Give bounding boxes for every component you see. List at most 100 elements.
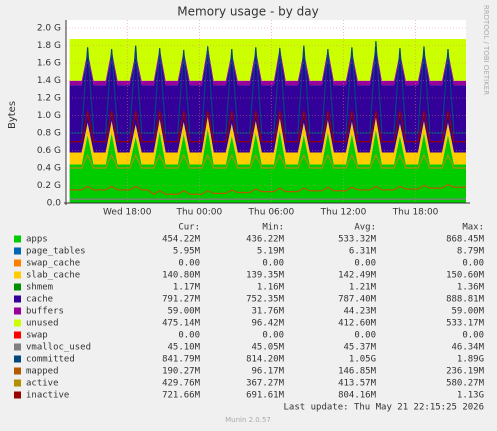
legend-stat: 0.00 [178,331,200,341]
legend-swatch [14,367,21,375]
legend-stat: 787.40M [338,295,377,305]
legend-stat: 804.16M [338,391,377,401]
legend-stat: 533.32M [338,235,377,245]
legend-stat: 1.05G [349,355,376,365]
y-tick-label: 1.8 G [37,41,61,51]
legend-stat: 150.60M [446,271,485,281]
legend-header: Min: [262,223,284,233]
legend-swatch [14,295,21,303]
legend-stat: 814.20M [246,355,285,365]
area [69,49,466,153]
legend-stat: 140.80M [162,271,201,281]
last-update: Last update: Thu May 21 22:15:25 2026 [284,403,484,413]
x-tick-label: Thu 18:00 [392,208,439,218]
plot [69,38,466,203]
legend-stat: 0.00 [354,259,376,269]
legend-stat: 5.95M [173,247,201,257]
legend-stat: 142.49M [338,271,377,281]
legend-stat: 1.89G [457,355,484,365]
line [69,111,466,143]
legend-stat: 412.60M [338,319,377,329]
legend-stat: 413.57M [338,379,377,389]
legend-swatch [14,331,21,339]
legend-stat: 45.05M [251,343,284,353]
legend-stat: 721.66M [162,391,201,401]
x-tick-label: Wed 18:00 [103,208,152,218]
legend-stat: 1.13G [457,391,484,401]
legend-stat: 96.42M [251,319,284,329]
legend-swatch [14,307,21,315]
y-tick-label: 0.0 [47,199,62,209]
legend-stat: 0.00 [462,259,484,269]
legend-stat: 8.79M [457,247,485,257]
legend-stat: 1.17M [173,283,201,293]
legend-header: Cur: [178,223,200,233]
legend-stat: 367.27M [246,379,285,389]
y-tick-label: 0.2 G [37,181,61,191]
legend-stat: 59.00M [167,307,200,317]
legend-label: mapped [26,367,59,377]
y-tick-label: 1.2 G [37,94,61,104]
legend-stat: 0.00 [462,331,484,341]
legend-label: active [26,379,59,389]
legend-stat: 31.76M [251,307,284,317]
line [69,183,466,195]
legend-swatch [14,319,21,327]
legend-stat: 429.76M [162,379,201,389]
legend-stat: 580.27M [446,379,485,389]
y-tick-label: 1.6 G [37,59,61,69]
legend-stat: 454.22M [162,235,201,245]
legend-stat: 868.45M [446,235,485,245]
area [69,38,466,81]
y-tick-label: 0.8 G [37,129,61,139]
legend-swatch [14,379,21,387]
legend-stat: 146.85M [338,367,377,377]
legend-stat: 45.37M [343,343,376,353]
legend-stat: 1.16M [257,283,285,293]
legend-stat: 45.10M [167,343,200,353]
legend-stat: 1.21M [349,283,377,293]
x-tick-label: Thu 06:00 [248,208,295,218]
legend-label: unused [26,319,59,329]
legend-swatch [14,355,21,363]
legend-stat: 533.17M [446,319,485,329]
legend-stat: 5.19M [257,247,285,257]
legend-label: committed [26,355,75,365]
legend-swatch [14,271,21,279]
legend-label: swap [26,331,48,341]
legend-label: cache [26,295,53,305]
legend-label: slab_cache [26,271,80,281]
legend-stat: 888.81M [446,295,485,305]
legend-stat: 0.00 [262,259,284,269]
legend-stat: 96.17M [251,367,284,377]
legend-stat: 46.34M [451,343,484,353]
legend-swatch [14,235,21,243]
legend-swatch [14,283,21,291]
legend-stat: 0.00 [262,331,284,341]
legend-stat: 6.31M [349,247,377,257]
y-tick-label: 0.4 G [37,164,61,174]
footer: Munin 2.0.57 [225,416,271,424]
area [69,128,466,203]
y-tick-label: 2.0 G [37,24,61,34]
x-tick-label: Thu 00:00 [175,208,222,218]
legend-header: Max: [462,223,484,233]
chart-title: Memory usage - by day [177,5,318,19]
legend-swatch [14,343,21,351]
legend-label: inactive [26,391,69,401]
legend-label: buffers [26,307,64,317]
legend-stat: 190.27M [162,367,201,377]
y-tick-label: 1.4 G [37,76,61,86]
legend-stat: 791.27M [162,295,201,305]
area [69,116,466,165]
legend-stat: 1.36M [457,283,485,293]
legend-stat: 236.19M [446,367,485,377]
legend-stat: 436.22M [246,235,285,245]
legend-stat: 59.00M [451,307,484,317]
legend-label: shmem [26,283,53,293]
y-tick-label: 1.0 G [37,111,61,121]
legend-stat: 0.00 [354,331,376,341]
x-tick-label: Thu 12:00 [320,208,367,218]
legend-stat: 841.79M [162,355,201,365]
